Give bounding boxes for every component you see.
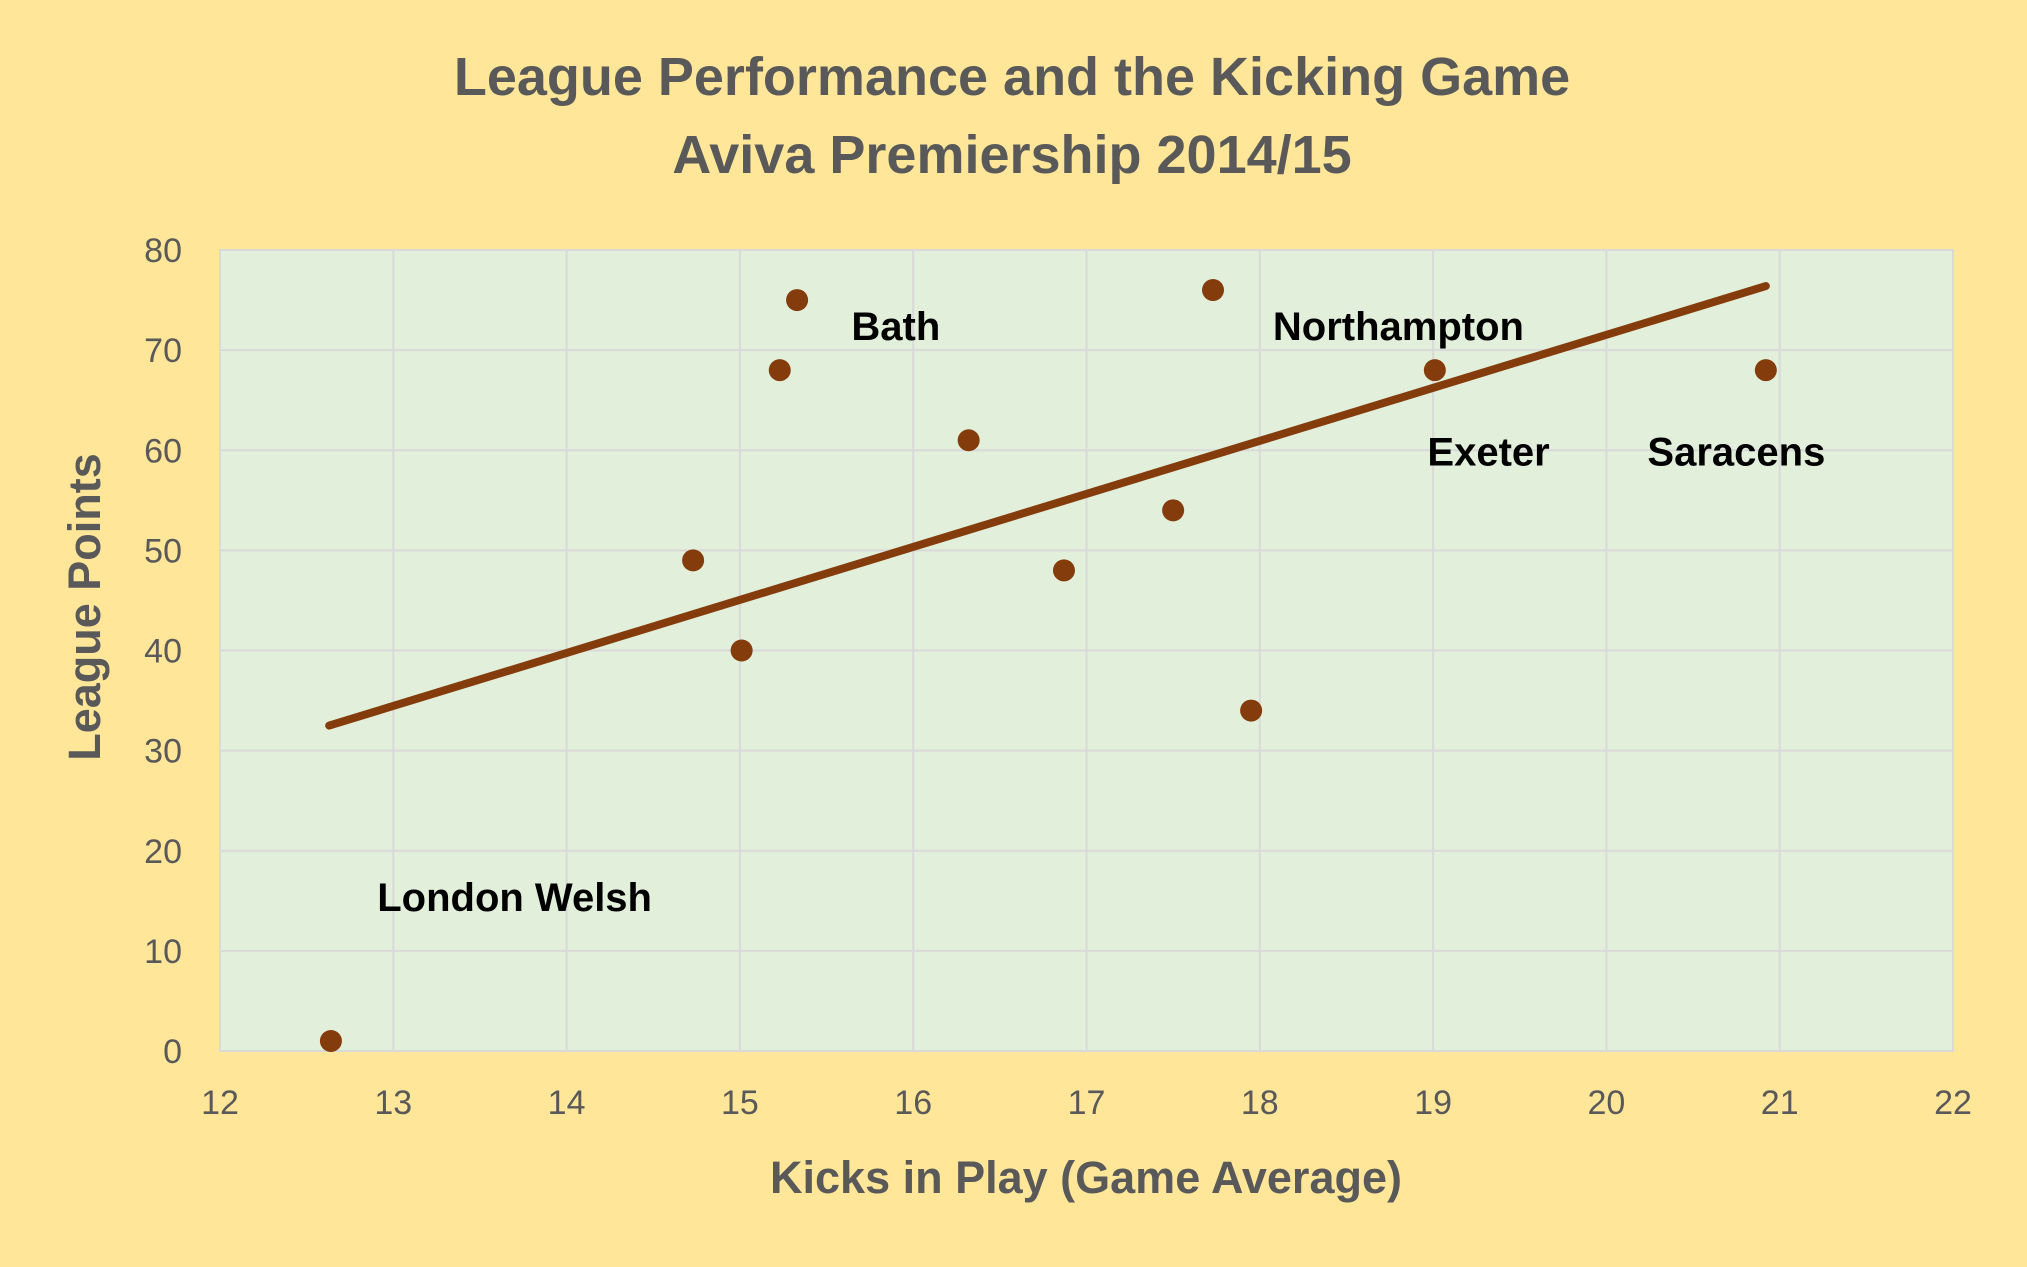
- data-point: [1162, 499, 1185, 522]
- data-points: [319, 279, 1777, 1052]
- point-annotation: London Welsh: [377, 876, 652, 920]
- data-point: [1202, 279, 1225, 302]
- data-point: [1240, 699, 1263, 722]
- y-axis-ticks: 0 10 20 30 40 50 60 70 80: [144, 232, 182, 1071]
- x-tick-label: 20: [1587, 1084, 1625, 1122]
- x-tick-label: 12: [201, 1084, 239, 1122]
- y-axis-label: League Points: [59, 453, 110, 761]
- y-tick-label: 40: [144, 633, 182, 671]
- point-annotation: Bath: [851, 305, 940, 349]
- data-point: [768, 359, 791, 382]
- data-point: [1423, 359, 1446, 382]
- point-annotations: Bath Northampton Exeter Saracens London Wels…: [377, 305, 1825, 920]
- trendline-group: [325, 282, 1770, 730]
- data-point: [1052, 559, 1075, 582]
- chart-title: League Performance and the Kicking Game: [454, 47, 1570, 107]
- x-tick-label: 19: [1414, 1084, 1452, 1122]
- x-tick-label: 18: [1241, 1084, 1279, 1122]
- data-point: [1754, 359, 1777, 382]
- plot-border: [219, 249, 1954, 1052]
- y-tick-label: 80: [144, 232, 182, 270]
- x-tick-label: 13: [374, 1084, 412, 1122]
- y-tick-label: 20: [144, 833, 182, 871]
- y-tick-label: 10: [144, 933, 182, 971]
- y-tick-label: 0: [163, 1033, 182, 1071]
- x-tick-label: 22: [1934, 1084, 1972, 1122]
- data-point: [786, 289, 809, 312]
- x-axis-ticks: 12 13 14 15 16 17 18 19 20 21 22: [201, 1084, 1972, 1122]
- x-tick-label: 17: [1068, 1084, 1106, 1122]
- trendline: [325, 282, 1770, 730]
- data-point: [730, 639, 753, 662]
- y-tick-label: 50: [144, 532, 182, 570]
- x-tick-label: 14: [548, 1084, 586, 1122]
- x-axis-label: Kicks in Play (Game Average): [770, 1152, 1402, 1203]
- point-annotation: Exeter: [1427, 430, 1549, 474]
- y-tick-label: 70: [144, 332, 182, 370]
- x-tick-label: 21: [1761, 1084, 1799, 1122]
- y-tick-label: 30: [144, 733, 182, 771]
- data-point: [682, 549, 705, 572]
- chart-subtitle: Aviva Premiership 2014/15: [672, 125, 1351, 185]
- point-annotation: Saracens: [1647, 430, 1825, 474]
- y-tick-label: 60: [144, 432, 182, 470]
- x-tick-label: 16: [894, 1084, 932, 1122]
- data-point: [319, 1029, 342, 1052]
- x-tick-label: 15: [721, 1084, 759, 1122]
- data-point: [957, 429, 980, 452]
- point-annotation: Northampton: [1273, 305, 1524, 349]
